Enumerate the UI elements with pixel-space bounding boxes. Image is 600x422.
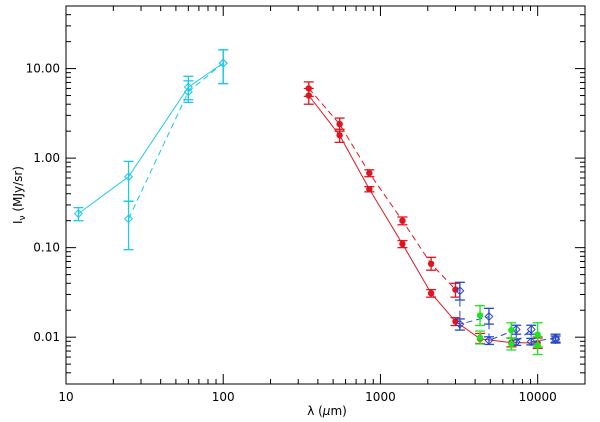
data-point xyxy=(366,169,373,177)
data-point xyxy=(455,286,465,296)
plot-frame xyxy=(65,5,586,385)
data-point xyxy=(183,87,193,97)
data-point xyxy=(305,85,312,92)
data-point xyxy=(366,185,373,193)
data-point xyxy=(124,214,134,224)
data-point xyxy=(427,260,435,268)
y-axis-label: Iν (MJy/sr) xyxy=(11,166,28,224)
series-line xyxy=(459,290,557,344)
x-tick-label: 10 xyxy=(58,390,73,404)
data-point xyxy=(476,312,484,319)
data-point xyxy=(399,240,406,248)
data-point xyxy=(526,337,536,347)
data-point xyxy=(484,335,494,345)
data-point xyxy=(526,324,536,334)
data-point xyxy=(511,337,521,347)
data-point xyxy=(551,335,561,345)
data-point xyxy=(508,326,515,334)
data-point xyxy=(124,172,134,182)
series-line xyxy=(308,95,538,344)
series-line xyxy=(128,62,224,220)
data-point xyxy=(218,58,228,68)
axis-ticks xyxy=(65,5,586,385)
x-tick-label: 1000 xyxy=(365,390,396,404)
axis-tick-labels: 10 100 1000 10000 0.01 0.10 1.00 10.00 xyxy=(26,62,557,404)
data-point xyxy=(508,340,515,348)
data-point xyxy=(73,209,83,219)
x-tick-label: 10000 xyxy=(519,390,557,404)
series-1 xyxy=(123,49,229,251)
y-tick-label: 0.01 xyxy=(33,330,60,344)
series-line xyxy=(78,62,224,215)
data-point xyxy=(336,120,343,128)
x-tick-label: 100 xyxy=(212,390,235,404)
data-point xyxy=(455,319,465,329)
y-tick-label: 0.10 xyxy=(33,241,60,255)
series-line xyxy=(308,88,456,290)
x-axis-label: λ (μm) xyxy=(307,404,347,418)
y-tick-label: 1.00 xyxy=(33,151,60,165)
data-point xyxy=(399,217,406,224)
series-3 xyxy=(303,81,461,298)
data-point xyxy=(534,342,541,349)
y-tick-label: 10.00 xyxy=(26,62,60,76)
series-layer xyxy=(73,49,561,356)
data-point xyxy=(336,132,343,139)
data-point xyxy=(484,312,494,322)
series-0 xyxy=(73,49,229,222)
series-4 xyxy=(454,281,561,347)
data-point xyxy=(427,289,435,297)
series-5 xyxy=(475,305,543,356)
data-point xyxy=(476,334,484,341)
